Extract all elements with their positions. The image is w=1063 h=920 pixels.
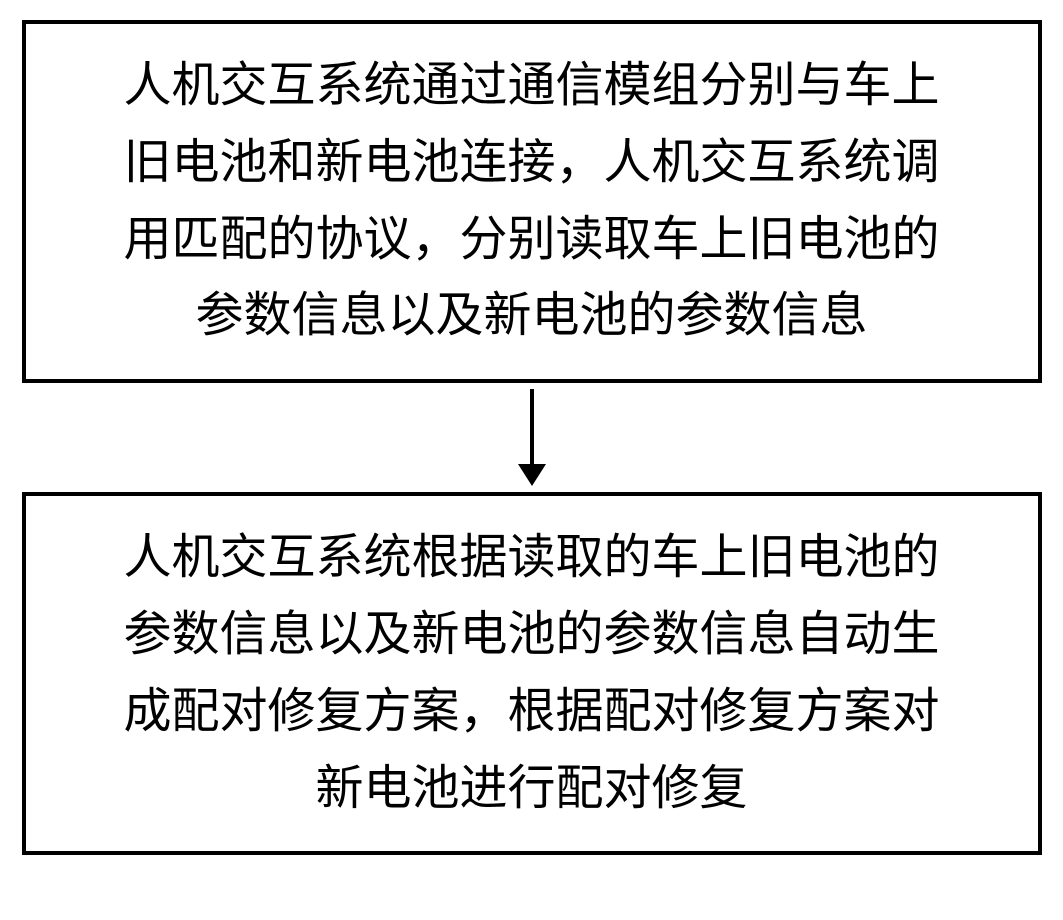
step2-line-3: 成配对修复方案，根据配对修复方案对 xyxy=(56,674,1008,751)
arrow-line xyxy=(530,389,534,464)
step2-line-2: 参数信息以及新电池的参数信息自动生 xyxy=(56,597,1008,674)
step2-line-4: 新电池进行配对修复 xyxy=(56,751,1008,828)
step1-line-2: 旧电池和新电池连接，人机交互系统调 xyxy=(56,125,1008,202)
flowchart-node-step2: 人机交互系统根据读取的车上旧电池的 参数信息以及新电池的参数信息自动生 成配对修… xyxy=(22,492,1042,855)
step1-line-1: 人机交互系统通过通信模组分别与车上 xyxy=(56,48,1008,125)
flowchart-arrow xyxy=(518,389,546,486)
arrow-head-icon xyxy=(518,464,546,486)
step2-line-1: 人机交互系统根据读取的车上旧电池的 xyxy=(56,520,1008,597)
step1-line-4: 参数信息以及新电池的参数信息 xyxy=(56,278,1008,355)
step1-line-3: 用匹配的协议，分别读取车上旧电池的 xyxy=(56,202,1008,279)
flowchart-node-step1: 人机交互系统通过通信模组分别与车上 旧电池和新电池连接，人机交互系统调 用匹配的… xyxy=(22,20,1042,383)
